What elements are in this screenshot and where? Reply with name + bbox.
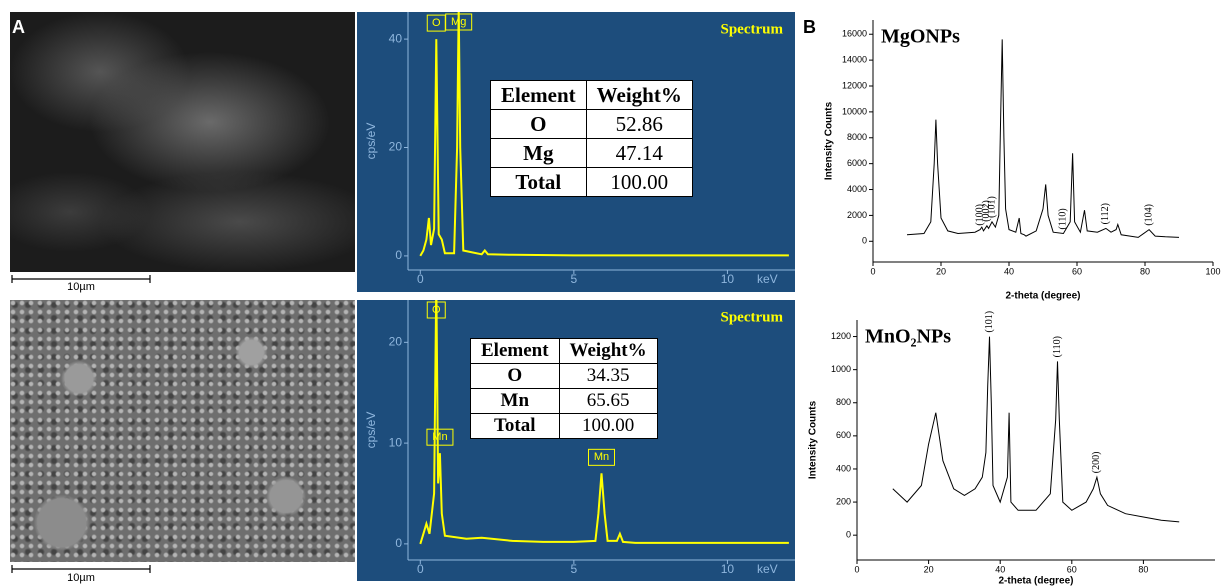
x-tick-label: 80 — [1138, 564, 1148, 574]
x-axis-label: 2-theta (degree) — [998, 576, 1073, 586]
y-tick-label: 200 — [836, 496, 851, 506]
scale-bar-label: 10µm — [67, 572, 95, 584]
chart-title: MnO₂NPs — [865, 326, 951, 348]
table-cell: Weight% — [586, 81, 692, 110]
table-row: ElementWeight% — [471, 339, 658, 364]
y-axis-label: cps/eV — [364, 123, 378, 160]
x-tick-label: 40 — [995, 564, 1005, 574]
y-tick-label: 12000 — [842, 80, 867, 90]
x-tick-label: 5 — [571, 272, 578, 286]
y-tick-label: 0 — [395, 536, 402, 550]
table-cell: Mg — [491, 139, 587, 168]
table-cell: 65.65 — [559, 389, 657, 414]
y-tick-label: 16000 — [842, 29, 867, 39]
x-tick-label: 10 — [721, 562, 735, 576]
x-tick-label: 0 — [854, 564, 859, 574]
y-tick-label: 0 — [846, 530, 851, 540]
x-tick-label: 0 — [870, 266, 875, 276]
x-tick-label: 20 — [936, 266, 946, 276]
x-tick-label: 60 — [1067, 564, 1077, 574]
x-tick-label: 5 — [571, 562, 578, 576]
y-tick-label: 1000 — [831, 364, 851, 374]
chart-title: Spectrum — [721, 309, 784, 325]
table-cell: Weight% — [559, 339, 657, 364]
y-tick-label: 14000 — [842, 54, 867, 64]
table-cell: 52.86 — [586, 110, 692, 139]
chart-title: Spectrum — [721, 21, 784, 37]
y-tick-label: 10 — [389, 435, 403, 449]
scale-bar — [12, 275, 150, 573]
table-cell: 100.00 — [559, 414, 657, 439]
peak-label: Mg — [451, 16, 466, 28]
table-cell: O — [471, 364, 560, 389]
y-tick-label: 10000 — [842, 106, 867, 116]
peak-label: (200) — [1091, 452, 1102, 474]
peak-label: (110) — [1052, 336, 1063, 357]
x-axis-label: 2-theta (degree) — [1005, 291, 1080, 302]
table-cell: Element — [471, 339, 560, 364]
x-tick-label: 60 — [1072, 266, 1082, 276]
y-tick-label: 40 — [389, 31, 403, 45]
x-unit: keV — [757, 272, 778, 286]
table-cell: Mn — [471, 389, 560, 414]
y-tick-label: 1200 — [831, 331, 851, 341]
x-tick-label: 0 — [417, 272, 424, 286]
chart-title: MgONPs — [881, 26, 960, 48]
table-cell: Element — [491, 81, 587, 110]
peak-label: Mn — [594, 451, 609, 463]
y-tick-label: 800 — [836, 397, 851, 407]
x-tick-label: 40 — [1004, 266, 1014, 276]
y-tick-label: 600 — [836, 430, 851, 440]
peak-label: O — [432, 17, 441, 29]
y-tick-label: 6000 — [847, 158, 867, 168]
y-tick-label: 4000 — [847, 184, 867, 194]
peak-label: Mn — [432, 431, 447, 443]
table-cell: 100.00 — [586, 168, 692, 197]
x-tick-label: 0 — [417, 562, 424, 576]
panel-label: A — [12, 17, 25, 37]
y-tick-label: 8000 — [847, 132, 867, 142]
spectrum-line — [907, 39, 1179, 237]
table-cell: Total — [491, 168, 587, 197]
x-tick-label: 80 — [1140, 266, 1150, 276]
table-cell: O — [491, 110, 587, 139]
table-cell: 47.14 — [586, 139, 692, 168]
y-axis-label: cps/eV — [364, 412, 378, 449]
peak-label: (110) — [1058, 208, 1069, 229]
y-axis-label: Intensity Counts — [808, 400, 819, 479]
spectrum-line — [893, 337, 1179, 522]
x-tick-label: 10 — [721, 272, 735, 286]
y-tick-label: 20 — [389, 140, 403, 154]
peak-label: (112) — [1100, 203, 1111, 224]
x-tick-label: 20 — [924, 564, 934, 574]
panel-label: B — [803, 17, 816, 37]
peak-label: O — [432, 304, 441, 316]
y-tick-label: 0 — [395, 248, 402, 262]
y-tick-label: 2000 — [847, 210, 867, 220]
figure: A B 10µm 10µm 020400510OMgSpectrumcps/eV… — [0, 0, 1221, 586]
x-unit: keV — [757, 562, 778, 576]
x-tick-label: 100 — [1205, 266, 1220, 276]
table-cell: 34.35 — [559, 364, 657, 389]
y-tick-label: 400 — [836, 463, 851, 473]
y-axis-label: Intensity Counts — [824, 101, 835, 180]
peak-label: (101) — [984, 311, 995, 333]
y-tick-label: 0 — [862, 236, 867, 246]
scale-bar-label: 10µm — [67, 281, 95, 293]
y-tick-label: 20 — [389, 334, 403, 348]
peak-label: (101) — [986, 196, 997, 218]
peak-label: (104) — [1143, 204, 1154, 226]
table-cell: Total — [471, 414, 560, 439]
